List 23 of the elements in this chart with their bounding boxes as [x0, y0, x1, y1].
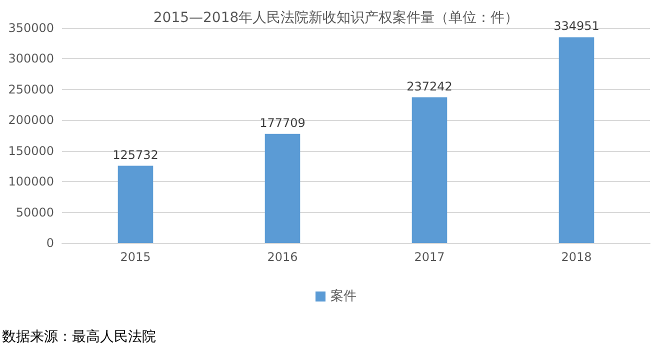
x-tick-label: 2015 — [120, 250, 151, 264]
legend-label: 案件 — [330, 288, 356, 304]
y-tick-label: 100000 — [8, 174, 54, 189]
data-label: 334951 — [554, 19, 600, 34]
y-tick-label: 150000 — [8, 144, 54, 158]
x-tick-label: 2016 — [267, 250, 298, 264]
data-label: 177709 — [260, 116, 306, 130]
bar — [264, 134, 300, 243]
x-tick-label: 2017 — [414, 250, 445, 264]
y-tick-label: 300000 — [8, 52, 54, 66]
source-note: 数据来源：最高人民法院 — [2, 329, 156, 345]
y-tick-label: 350000 — [8, 21, 54, 35]
chart-title: 2015—2018年人民法院新收知识产权案件量（单位：件） — [153, 9, 519, 26]
data-label: 125732 — [112, 148, 158, 162]
y-tick-label: 50000 — [16, 205, 54, 220]
y-tick-label: 250000 — [8, 82, 54, 96]
x-tick-label: 2018 — [561, 250, 592, 264]
y-tick-label: 200000 — [8, 113, 54, 128]
data-label: 237242 — [406, 79, 452, 94]
bar — [412, 97, 448, 243]
bar — [558, 37, 594, 243]
y-tick-label: 0 — [46, 236, 54, 250]
bar — [118, 166, 154, 243]
